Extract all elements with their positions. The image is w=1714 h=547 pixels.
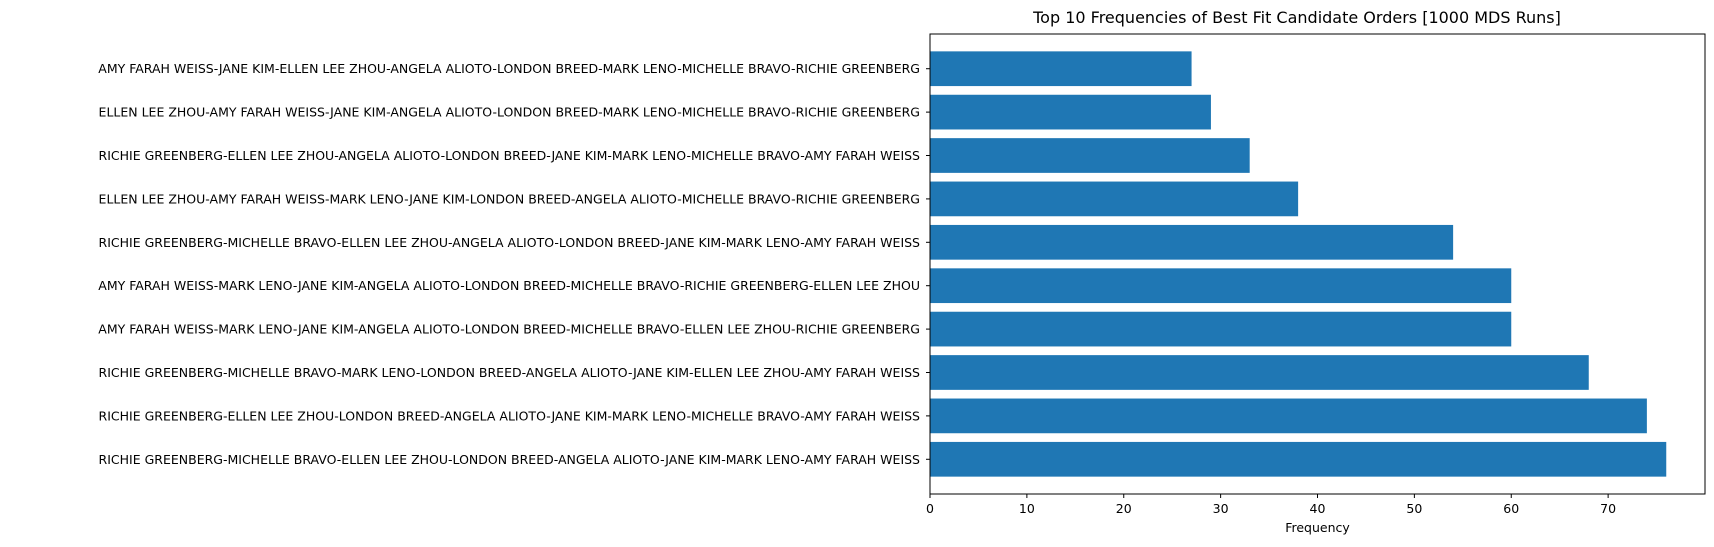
bar xyxy=(930,181,1299,217)
category-label: RICHIE GREENBERG-MICHELLE BRAVO-ELLEN LE… xyxy=(99,235,921,250)
bar xyxy=(930,224,1454,260)
x-tick-label: 60 xyxy=(1503,501,1519,516)
bar xyxy=(930,94,1211,130)
category-label: AMY FARAH WEISS-MARK LENO-JANE KIM-ANGEL… xyxy=(98,278,920,293)
x-tick-label: 20 xyxy=(1116,501,1132,516)
category-label: AMY FARAH WEISS-MARK LENO-JANE KIM-ANGEL… xyxy=(98,322,920,337)
plot-frame xyxy=(929,33,1706,495)
category-labels: RICHIE GREENBERG-MICHELLE BRAVO-ELLEN LE… xyxy=(98,61,930,467)
category-label: RICHIE GREENBERG-MICHELLE BRAVO-MARK LEN… xyxy=(99,365,921,380)
category-label: ELLEN LEE ZHOU-AMY FARAH WEISS-MARK LENO… xyxy=(99,191,920,206)
x-tick-label: 40 xyxy=(1310,501,1326,516)
bar xyxy=(930,138,1250,173)
chart-title: Top 10 Frequencies of Best Fit Candidate… xyxy=(1032,8,1561,27)
x-tick-label: 50 xyxy=(1406,501,1422,516)
x-tick-label: 0 xyxy=(926,501,934,516)
bar xyxy=(930,441,1667,477)
category-label: ELLEN LEE ZHOU-AMY FARAH WEISS-JANE KIM-… xyxy=(99,105,920,120)
x-axis-ticks: 0 10 20 30 40 50 60 70 xyxy=(926,494,1616,516)
bar xyxy=(930,268,1512,304)
bars-group xyxy=(930,51,1667,477)
x-axis-label: Frequency xyxy=(1285,520,1350,535)
category-label: RICHIE GREENBERG-ELLEN LEE ZHOU-ANGELA A… xyxy=(99,148,921,163)
category-label: RICHIE GREENBERG-MICHELLE BRAVO-ELLEN LE… xyxy=(99,452,921,467)
bar xyxy=(930,51,1192,87)
x-tick-label: 10 xyxy=(1019,501,1035,516)
category-label: AMY FARAH WEISS-JANE KIM-ELLEN LEE ZHOU-… xyxy=(98,61,920,76)
bar xyxy=(930,355,1589,390)
category-label: RICHIE GREENBERG-ELLEN LEE ZHOU-LONDON B… xyxy=(99,408,921,423)
bar xyxy=(930,398,1647,434)
bar xyxy=(930,311,1512,347)
x-tick-label: 70 xyxy=(1600,501,1616,516)
x-tick-label: 30 xyxy=(1213,501,1229,516)
